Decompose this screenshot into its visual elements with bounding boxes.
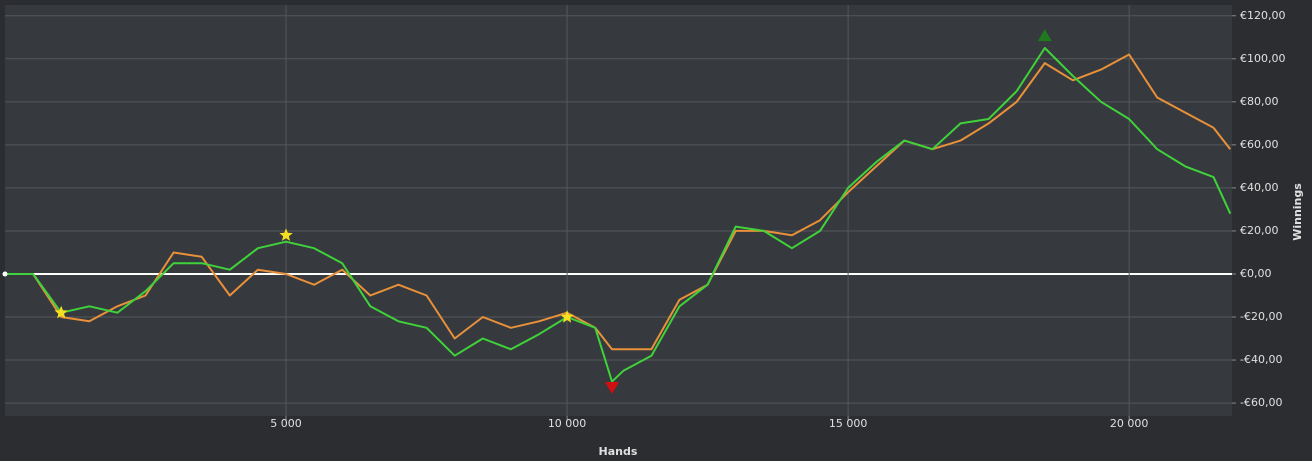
plot-area bbox=[5, 5, 1232, 416]
x-tick-label: 15 000 bbox=[829, 417, 868, 430]
y-axis-title: Winnings bbox=[1291, 183, 1304, 241]
x-tick-label: 5 000 bbox=[270, 417, 302, 430]
y-tick-label: €0,00 bbox=[1240, 267, 1272, 280]
y-tick-label: -€20,00 bbox=[1240, 310, 1282, 323]
y-tick-label: €100,00 bbox=[1240, 52, 1286, 65]
y-tick-label: €20,00 bbox=[1240, 224, 1279, 237]
marker bbox=[1037, 29, 1052, 42]
x-axis-title: Hands bbox=[599, 445, 638, 458]
marker bbox=[54, 305, 68, 319]
y-tick-label: €120,00 bbox=[1240, 9, 1286, 22]
x-tick-label: 20 000 bbox=[1110, 417, 1149, 430]
origin-dot bbox=[2, 271, 8, 277]
y-tick-label: €80,00 bbox=[1240, 95, 1279, 108]
x-tick-label: 10 000 bbox=[548, 417, 587, 430]
marker bbox=[279, 228, 293, 241]
marker bbox=[605, 382, 620, 395]
marker bbox=[560, 310, 574, 323]
series-line bbox=[5, 47, 1232, 383]
y-tick-label: €60,00 bbox=[1240, 138, 1279, 151]
y-tick-label: €40,00 bbox=[1240, 181, 1279, 194]
y-tick-label: -€60,00 bbox=[1240, 396, 1282, 409]
series-line bbox=[5, 53, 1232, 351]
y-tick-label: -€40,00 bbox=[1240, 353, 1282, 366]
